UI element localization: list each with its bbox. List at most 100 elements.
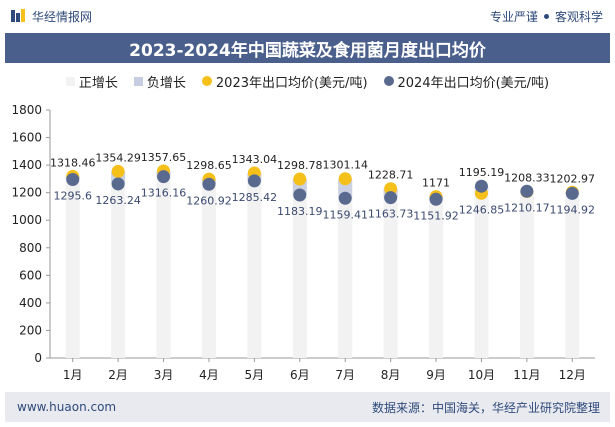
data-label-2024: 1260.92 [186,194,232,207]
data-label-2023: 1354.29 [95,151,141,164]
x-tick-label: 7月 [335,368,355,382]
data-label-2023: 1357.65 [141,151,187,164]
x-tick-label: 4月 [199,368,219,382]
legend-swatch-down-icon [133,76,143,86]
data-label-2024: 1194.92 [550,203,596,216]
legend-swatch-2023-icon [201,76,212,86]
change-bar [519,191,534,358]
brand: 华经情报网 [0,8,92,25]
point-2024 [293,188,307,202]
y-tick-label: 400 [19,296,42,310]
data-label-2023: 1298.78 [277,159,323,172]
point-2024 [474,179,488,193]
data-label-2024: 1285.42 [232,191,278,204]
point-2023 [384,182,398,196]
x-tick-label: 1月 [63,368,83,382]
y-tick-label: 1600 [11,131,42,145]
x-tick-label: 9月 [426,368,446,382]
data-label-2023: 1195.19 [459,166,505,179]
data-label-2023: 1343.04 [232,153,278,166]
x-tick-label: 11月 [513,368,540,382]
separator-dot-icon [543,13,549,19]
change-bar [565,192,580,358]
data-label-2024: 1183.19 [277,205,323,218]
point-2024 [429,192,443,206]
point-2024 [202,177,216,191]
brand-name: 华经情报网 [32,9,93,24]
change-bar [383,188,398,358]
change-bar [156,170,171,358]
legend-label-up: 正增长 [78,75,118,91]
legend-item-up: 正增长 [65,72,118,91]
y-tick-label: 800 [19,241,42,255]
data-label-2023: 1208.33 [504,171,550,184]
footer: www.huaon.com 数据来源：中国海关，华经产业研究院整理 [5,392,610,422]
data-label-2023: 1301.14 [322,159,368,172]
legend-label-2023: 2023年出口均价(美元/吨) [215,75,368,91]
legend-swatch-2024-icon [383,76,394,86]
legend: 正增长 负增长 2023年出口均价(美元/吨) 2024年出口均价(美元/吨) [0,70,615,92]
chart-title: 2023-2024年中国蔬菜及食用菌月度出口均价 [5,33,610,63]
y-tick-label: 1800 [11,103,42,117]
change-bar [111,171,126,358]
data-label-2024: 1151.92 [413,209,459,222]
legend-item-2023: 2023年出口均价(美元/吨) [201,72,368,91]
footer-source: 数据来源：中国海关，华经产业研究院整理 [371,400,600,415]
point-2023 [338,172,352,186]
point-2023 [111,164,125,178]
point-2024 [66,172,80,186]
y-tick-label: 600 [19,268,42,282]
data-label-2024: 1316.16 [141,187,187,200]
legend-item-2024: 2024年出口均价(美元/吨) [383,72,550,91]
data-label-2024: 1246.85 [459,203,505,216]
x-tick-label: 8月 [381,368,401,382]
data-label-2024: 1159.41 [322,208,368,221]
legend-label-2024: 2024年出口均价(美元/吨) [397,75,550,91]
point-2024 [338,191,352,205]
data-label-2024: 1210.17 [504,202,550,215]
y-tick-label: 1200 [11,186,42,200]
data-label-2023: 1318.46 [50,156,96,169]
legend-label-down: 负增长 [146,75,186,91]
y-tick-label: 1000 [11,213,42,227]
tagline-right: 客观科学 [554,9,603,24]
x-tick-label: 6月 [290,368,310,382]
y-tick-label: 1400 [11,158,42,172]
change-bar [247,172,262,358]
x-tick-label: 5月 [245,368,265,382]
data-label-2023: 1171 [422,177,450,190]
top-bar: 华经情报网 专业严谨 客观科学 [0,0,615,32]
point-2024 [520,184,534,198]
change-bar [429,196,444,358]
y-tick-label: 0 [34,351,42,365]
brand-logo-icon [11,9,25,22]
footer-url: www.huaon.com [17,400,117,414]
data-label-2024: 1295.6 [53,189,92,202]
y-tick-label: 200 [19,323,42,337]
point-2024 [247,174,261,188]
chart-title-text: 2023-2024年中国蔬菜及食用菌月度出口均价 [129,40,486,61]
point-2024 [565,186,579,200]
data-label-2024: 1263.24 [95,194,141,207]
point-2024 [157,170,171,184]
legend-swatch-up-icon [65,76,75,86]
change-bar [201,179,216,358]
x-tick-label: 3月 [154,368,174,382]
change-bar [65,176,80,358]
x-tick-label: 10月 [468,368,495,382]
tagline-left: 专业严谨 [489,9,538,24]
change-bar [292,179,307,358]
legend-item-down: 负增长 [133,72,186,91]
data-label-2023: 1228.71 [368,169,414,182]
tagline: 专业严谨 客观科学 [490,8,615,25]
chart-area: 0 200 400 600 800 1000 1200 1400 1600 1800 1月 2月 3月 4… [11,103,596,382]
point-2024 [384,191,398,205]
change-bar [338,178,353,358]
point-2024 [111,177,125,191]
data-label-2023: 1202.97 [550,172,596,185]
x-tick-label: 12月 [559,368,586,382]
data-label-2023: 1298.65 [186,159,232,172]
data-label-2024: 1163.73 [368,208,414,221]
x-tick-label: 2月 [108,368,128,382]
point-2023 [293,172,307,186]
